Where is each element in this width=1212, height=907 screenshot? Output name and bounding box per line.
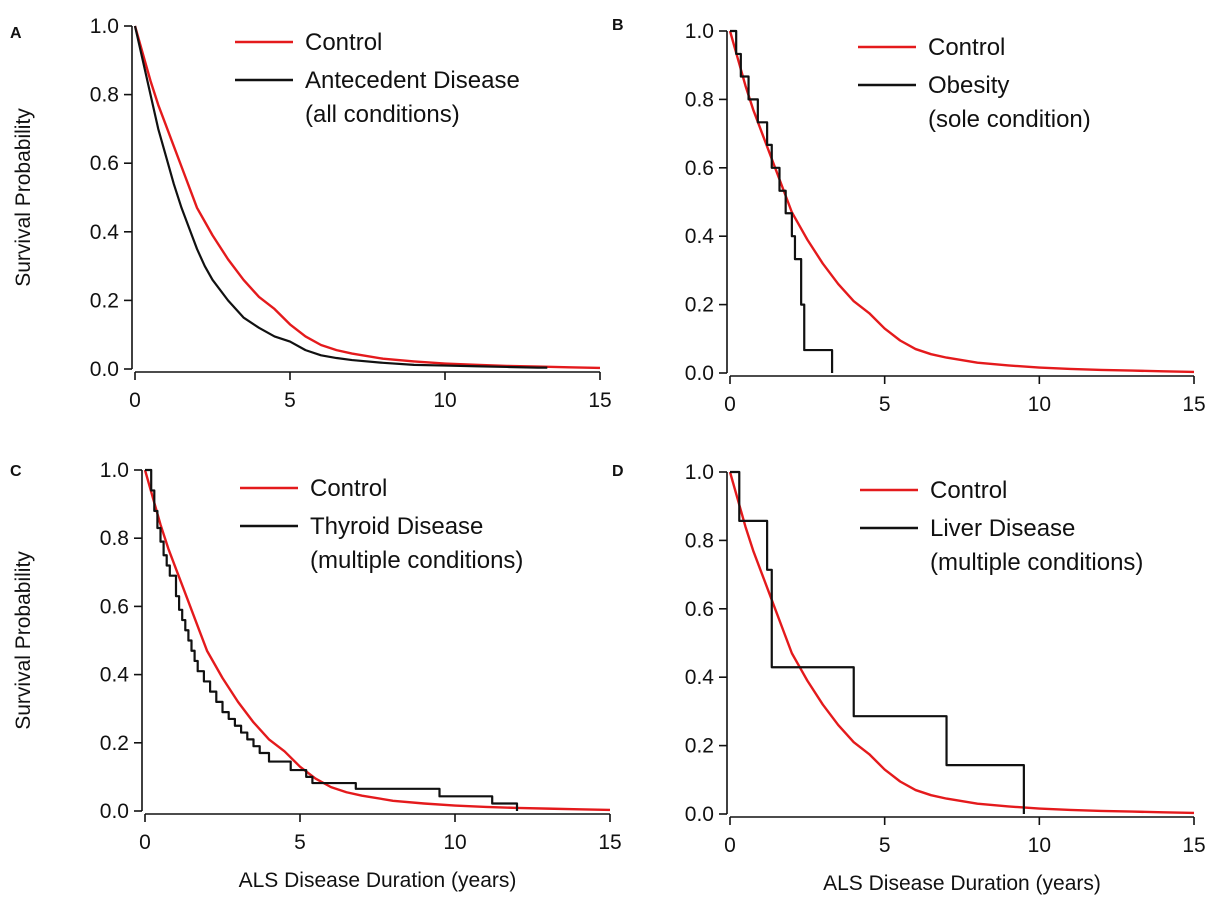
x-axis-label: ALS Disease Duration (years) (823, 872, 1101, 895)
panel-b: B 0.0 0.2 0.4 0.6 0.8 1.0 0 5 10 15 Control Obesity (… (612, 17, 1206, 416)
legend-label: Control (310, 475, 387, 502)
y-tick-label: 1.0 (100, 459, 129, 482)
x-axis-label: ALS Disease Duration (years) (239, 869, 517, 892)
y-tick-label: 0.4 (685, 225, 715, 248)
x-tick-label: 15 (1182, 834, 1205, 857)
x-tick-label: 5 (284, 389, 296, 412)
panel-letter: C (10, 463, 22, 480)
y-tick-label: 0.6 (90, 152, 119, 175)
legend-label: Control (305, 29, 382, 56)
legend-label: Thyroid Disease (310, 513, 483, 540)
y-axis-label: Survival Probability (12, 108, 35, 287)
y-tick-label: 1.0 (685, 461, 714, 484)
panel-a: A 0.0 0.2 0.4 0.6 0.8 1.0 0 5 10 15 Survival Probab… (10, 15, 612, 412)
y-axis-label: Survival Probability (12, 551, 35, 730)
y-tick-label: 0.8 (685, 88, 714, 111)
panel-c: C 0.0 0.2 0.4 0.6 0.8 1.0 0 5 10 15 Survival Probab… (10, 459, 622, 892)
y-tick-label: 0.6 (100, 595, 129, 618)
x-tick-label: 5 (879, 393, 891, 416)
y-tick-label: 0.8 (100, 527, 129, 550)
legend-label-sub: (multiple conditions) (310, 547, 523, 574)
panel-letter: A (10, 25, 22, 42)
legend-label: Antecedent Disease (305, 67, 520, 94)
y-tick-label: 0.6 (685, 598, 714, 621)
y-tick-label: 0.4 (100, 664, 130, 687)
x-tick-label: 0 (129, 389, 141, 412)
y-tick-label: 0.4 (90, 221, 120, 244)
x-tick-label: 10 (433, 389, 456, 412)
x-tick-label: 15 (588, 389, 611, 412)
y-tick-label: 0.2 (685, 735, 714, 758)
y-tick-label: 0.4 (685, 666, 715, 689)
y-tick-label: 1.0 (685, 20, 714, 43)
x-tick-label: 10 (1028, 834, 1051, 857)
panel-letter: B (612, 17, 624, 34)
legend-label-sub: (all conditions) (305, 101, 460, 128)
panel-letter: D (612, 463, 624, 480)
legend-label: Obesity (928, 72, 1009, 99)
y-tick-label: 1.0 (90, 15, 119, 38)
x-tick-label: 5 (294, 831, 306, 854)
y-tick-label: 0.2 (100, 732, 129, 755)
x-tick-label: 10 (443, 831, 466, 854)
y-tick-label: 0.8 (685, 529, 714, 552)
x-tick-label: 10 (1028, 393, 1051, 416)
panel-d: D 0.0 0.2 0.4 0.6 0.8 1.0 0 5 10 15 ALS Disease Dur… (612, 461, 1206, 895)
legend-label-sub: (multiple conditions) (930, 549, 1143, 576)
y-tick-label: 0.0 (100, 800, 129, 823)
legend-label: Liver Disease (930, 515, 1075, 542)
y-tick-label: 0.2 (685, 294, 714, 317)
x-tick-label: 15 (1182, 393, 1205, 416)
y-tick-label: 0.0 (685, 803, 714, 826)
x-tick-label: 0 (139, 831, 151, 854)
y-tick-label: 0.0 (685, 362, 714, 385)
x-tick-label: 0 (724, 834, 736, 857)
y-tick-label: 0.0 (90, 358, 119, 381)
y-tick-label: 0.8 (90, 84, 119, 107)
y-tick-label: 0.2 (90, 289, 119, 312)
x-tick-label: 15 (598, 831, 621, 854)
legend-label: Control (930, 477, 1007, 504)
legend-label: Control (928, 34, 1005, 61)
x-tick-label: 0 (724, 393, 736, 416)
y-tick-label: 0.6 (685, 157, 714, 180)
legend-label-sub: (sole condition) (928, 106, 1091, 133)
x-tick-label: 5 (879, 834, 891, 857)
